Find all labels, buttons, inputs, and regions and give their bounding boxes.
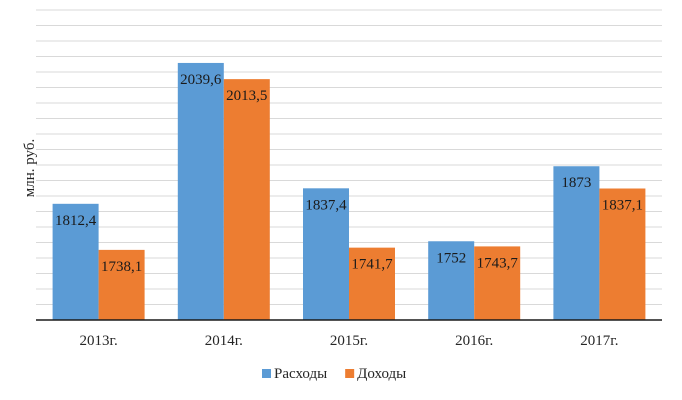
bar-income bbox=[599, 188, 646, 320]
x-tick-label: 2015г. bbox=[330, 333, 368, 349]
bar-income bbox=[349, 247, 395, 320]
data-label: 2039,6 bbox=[180, 72, 222, 88]
bar-expenses bbox=[52, 203, 99, 320]
data-label: 2013,5 bbox=[226, 88, 267, 104]
data-label: 1738,1 bbox=[101, 259, 142, 275]
legend-swatch bbox=[262, 369, 271, 378]
bars bbox=[52, 62, 646, 321]
data-label: 1741,7 bbox=[351, 257, 393, 273]
legend-swatch bbox=[345, 369, 355, 378]
x-tick-label: 2014г. bbox=[205, 333, 243, 349]
legend: Расходы Доходы bbox=[262, 366, 406, 382]
data-label: 1743,7 bbox=[477, 255, 519, 271]
legend-label: Расходы bbox=[274, 366, 327, 382]
data-label: 1752 bbox=[436, 250, 466, 266]
x-tick-labels: 2013г. 2014г. 2015г. 2016г. 2017г. bbox=[79, 333, 618, 349]
data-label: 1812,4 bbox=[55, 213, 97, 229]
bar-income bbox=[474, 246, 521, 320]
bar-expenses bbox=[553, 166, 600, 320]
data-label: 1873 bbox=[561, 175, 591, 191]
x-tick-label: 2016г. bbox=[455, 333, 493, 349]
x-tick-label: 2013г. bbox=[79, 333, 117, 349]
bar-expenses bbox=[428, 241, 475, 320]
x-tick-label: 2017г. bbox=[580, 333, 618, 349]
data-label: 1837,4 bbox=[305, 197, 347, 213]
bar-income bbox=[98, 249, 145, 320]
legend-label: Доходы bbox=[357, 366, 406, 382]
bar-expenses bbox=[177, 62, 224, 321]
bar-income bbox=[223, 79, 270, 320]
y-axis-label: млн. руб. bbox=[22, 139, 38, 198]
bar-expenses bbox=[303, 188, 349, 320]
gridlines bbox=[36, 9, 662, 305]
data-label: 1837,1 bbox=[602, 197, 643, 213]
